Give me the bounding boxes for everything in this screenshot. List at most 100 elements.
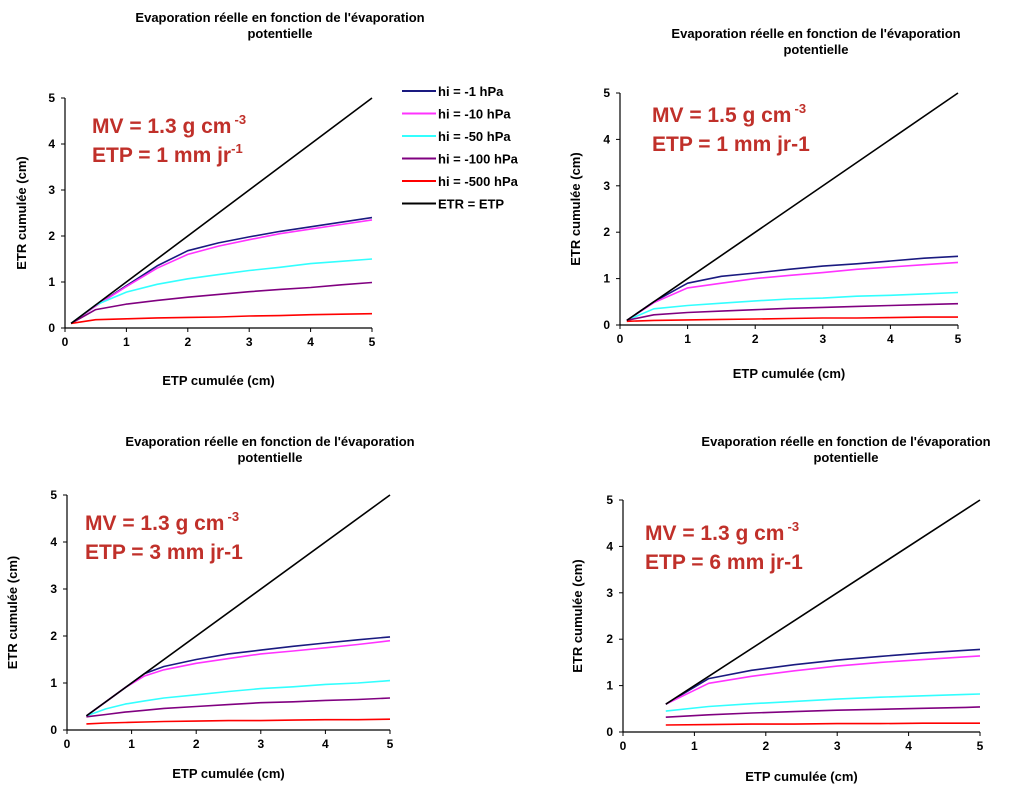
annotation-superscript: -3 xyxy=(794,101,806,116)
x-tick-label: 5 xyxy=(369,335,376,349)
x-tick-label: 1 xyxy=(128,737,135,751)
series-line-hi-500-hpa xyxy=(86,718,391,725)
annotation-line-2: ETP = 6 mm jr-1 xyxy=(645,551,803,574)
series-line-etr-etp xyxy=(70,97,373,325)
x-tick-label: 2 xyxy=(752,332,759,346)
x-tick-label: 0 xyxy=(62,335,69,349)
chart-title: Evaporation réelle en fonction de l'évap… xyxy=(125,434,414,465)
annotation-text: ETP = 1 mm jr-1 xyxy=(652,133,810,156)
annotation-line-1: MV = 1.3 g cm -3 xyxy=(85,509,239,535)
x-axis-label: ETP cumulée (cm) xyxy=(733,366,845,381)
y-tick-label: 1 xyxy=(50,676,57,690)
series-line-hi-50-hpa xyxy=(70,258,373,325)
y-tick-label: 3 xyxy=(603,179,610,193)
x-tick-label: 0 xyxy=(620,739,627,753)
y-axis-label: ETR cumulée (cm) xyxy=(570,559,585,672)
series-line-hi-10-hpa xyxy=(665,655,981,705)
legend-label: hi = -500 hPa xyxy=(438,174,519,189)
y-tick-label: 0 xyxy=(606,725,613,739)
x-tick-label: 4 xyxy=(322,737,329,751)
x-tick-label: 5 xyxy=(955,332,962,346)
chart-panel-3: Evaporation réelle en fonction de l'évap… xyxy=(5,434,415,781)
series-line-hi-100-hpa xyxy=(626,302,959,322)
x-tick-label: 1 xyxy=(684,332,691,346)
y-tick-label: 5 xyxy=(50,488,57,502)
series-line-hi-50-hpa xyxy=(86,679,391,717)
series-line-hi-10-hpa xyxy=(70,219,373,325)
legend: hi = -1 hPa hi = -10 hPa hi = -50 hPa hi = … xyxy=(402,84,519,212)
series-line-hi-50-hpa xyxy=(665,693,981,712)
x-tick-label: 5 xyxy=(977,739,984,753)
y-tick-label: 0 xyxy=(50,723,57,737)
annotation-text: MV = 1.3 g cm xyxy=(645,522,784,545)
chart-title: Evaporation réelle en fonction de l'évap… xyxy=(671,26,960,57)
annotation-superscript: -3 xyxy=(227,509,239,524)
y-tick-label: 5 xyxy=(603,86,610,100)
y-tick-label: 2 xyxy=(50,629,57,643)
legend-label: ETR = ETP xyxy=(438,197,504,212)
annotation-line-2: ETP = 1 mm jr-1 xyxy=(92,141,243,167)
x-tick-label: 5 xyxy=(387,737,394,751)
y-tick-label: 4 xyxy=(50,535,57,549)
x-tick-label: 1 xyxy=(123,335,130,349)
series-line-hi-500-hpa xyxy=(665,722,980,726)
series-line-etr-etp xyxy=(85,494,391,717)
y-tick-label: 5 xyxy=(48,91,55,105)
y-tick-label: 2 xyxy=(606,632,613,646)
series-line-hi-100-hpa xyxy=(70,281,373,325)
y-axis-label: ETR cumulée (cm) xyxy=(568,152,583,265)
y-axis-label: ETR cumulée (cm) xyxy=(5,556,20,669)
x-tick-label: 3 xyxy=(819,332,826,346)
chart-title-line: potentielle xyxy=(237,450,302,465)
y-tick-label: 3 xyxy=(50,582,57,596)
series-line-hi-100-hpa xyxy=(665,706,981,718)
chart-title-line: Evaporation réelle en fonction de l'évap… xyxy=(671,26,960,41)
annotation-line-1: MV = 1.3 g cm -3 xyxy=(645,519,799,545)
x-tick-label: 3 xyxy=(257,737,264,751)
x-tick-label: 2 xyxy=(193,737,200,751)
series-line-hi-100-hpa xyxy=(86,697,391,718)
annotation-line-2: ETP = 3 mm jr-1 xyxy=(85,541,243,564)
x-tick-label: 1 xyxy=(691,739,698,753)
annotation-superscript: -3 xyxy=(787,519,799,534)
y-tick-label: 3 xyxy=(48,183,55,197)
y-tick-label: 4 xyxy=(606,539,613,553)
chart-title-line: potentielle xyxy=(247,26,312,41)
annotation-text: MV = 1.5 g cm xyxy=(652,104,791,127)
y-tick-label: 3 xyxy=(606,586,613,600)
x-axis-label: ETP cumulée (cm) xyxy=(745,769,857,784)
chart-title-line: potentielle xyxy=(783,42,848,57)
annotation-text: MV = 1.3 g cm xyxy=(92,115,231,138)
x-tick-label: 4 xyxy=(307,335,314,349)
legend-label: hi = -10 hPa xyxy=(438,107,511,122)
annotation-superscript: -1 xyxy=(231,141,243,156)
x-tick-label: 2 xyxy=(762,739,769,753)
annotation-text: ETP = 1 mm jr xyxy=(92,144,231,167)
legend-label: hi = -100 hPa xyxy=(438,152,519,167)
chart-panel-1: Evaporation réelle en fonction de l'évap… xyxy=(14,10,425,388)
series-line-hi-1-hpa xyxy=(665,648,981,705)
y-tick-label: 4 xyxy=(48,137,55,151)
series-line-hi-1-hpa xyxy=(70,216,373,325)
annotation-superscript: -3 xyxy=(234,112,246,127)
y-axis-label: ETR cumulée (cm) xyxy=(14,156,29,269)
chart-panel-4: Evaporation réelle en fonction de l'évap… xyxy=(570,434,991,784)
y-tick-label: 4 xyxy=(603,132,610,146)
x-tick-label: 4 xyxy=(905,739,912,753)
x-axis-label: ETP cumulée (cm) xyxy=(172,766,284,781)
y-tick-label: 2 xyxy=(48,229,55,243)
series-line-hi-50-hpa xyxy=(626,291,959,322)
x-tick-label: 2 xyxy=(184,335,191,349)
legend-label: hi = -50 hPa xyxy=(438,129,511,144)
annotation-text: MV = 1.3 g cm xyxy=(85,512,224,535)
series-line-hi-10-hpa xyxy=(626,261,959,322)
y-tick-label: 1 xyxy=(48,275,55,289)
series-line-etr-etp xyxy=(665,499,981,705)
chart-title: Evaporation réelle en fonction de l'évap… xyxy=(701,434,990,465)
annotation-line-1: MV = 1.5 g cm -3 xyxy=(652,101,806,127)
y-tick-label: 2 xyxy=(603,225,610,239)
x-tick-label: 4 xyxy=(887,332,894,346)
chart-title-line: Evaporation réelle en fonction de l'évap… xyxy=(125,434,414,449)
x-tick-label: 0 xyxy=(64,737,71,751)
